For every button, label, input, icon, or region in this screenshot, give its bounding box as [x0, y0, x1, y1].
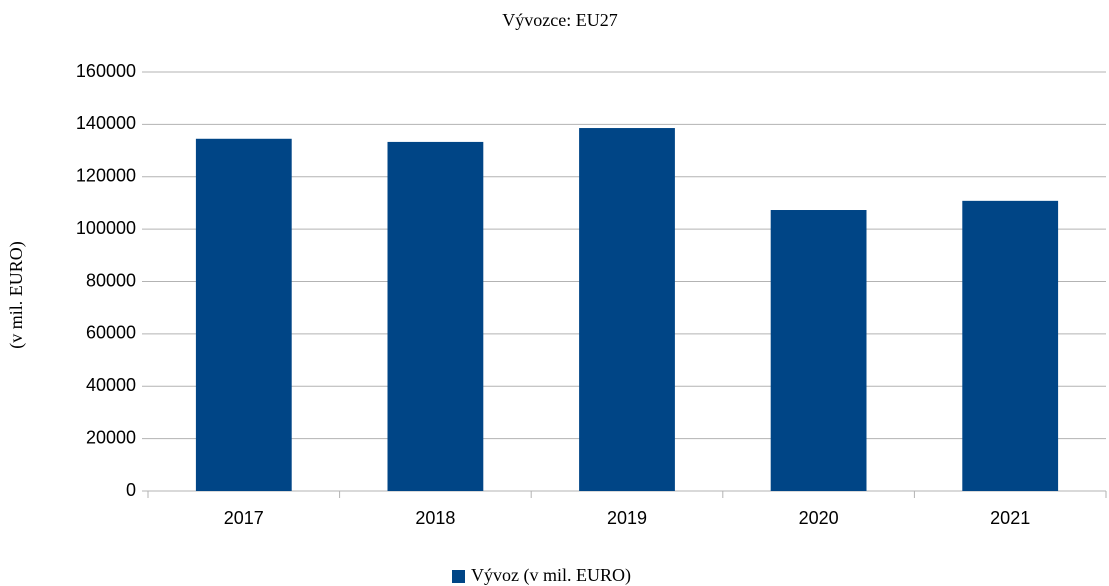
x-tick-label: 2017 — [224, 508, 264, 528]
chart-title: Vývozce: EU27 — [502, 10, 617, 30]
y-tick-label: 40000 — [86, 375, 136, 395]
x-tick-label: 2018 — [415, 508, 455, 528]
y-tick-label: 120000 — [76, 166, 136, 186]
y-tick-label: 140000 — [76, 113, 136, 133]
legend-label: Vývoz (v mil. EURO) — [471, 565, 631, 586]
y-tick-label: 60000 — [86, 323, 136, 343]
x-tick-label: 2020 — [799, 508, 839, 528]
x-tick-label: 2019 — [607, 508, 647, 528]
bar — [579, 128, 675, 491]
y-tick-label: 20000 — [86, 427, 136, 447]
x-tick-label: 2021 — [990, 508, 1030, 528]
y-axis-label: (v mil. EURO) — [6, 241, 27, 349]
y-tick-label: 0 — [126, 480, 136, 500]
bar — [962, 200, 1059, 491]
bar — [770, 210, 867, 491]
y-tick-label: 160000 — [76, 61, 136, 81]
bar — [387, 141, 484, 491]
bar — [195, 138, 292, 491]
y-tick-label: 80000 — [86, 270, 136, 290]
y-tick-label: 100000 — [76, 218, 136, 238]
legend-swatch — [452, 570, 465, 583]
